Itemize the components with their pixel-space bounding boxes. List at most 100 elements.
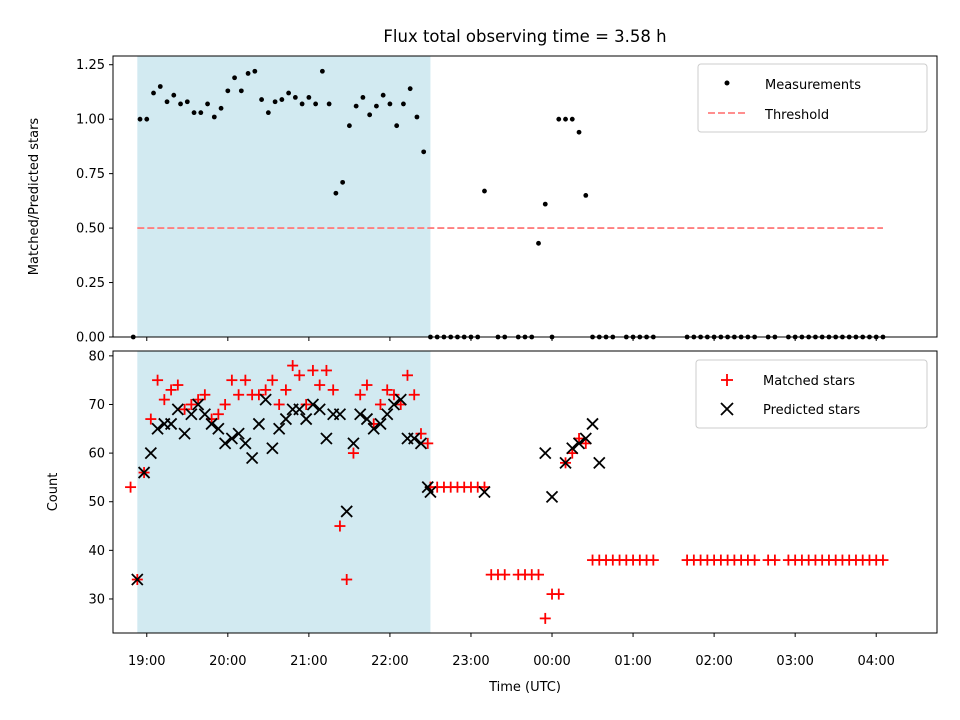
measurement-point <box>401 101 406 107</box>
measurement-point <box>374 103 379 109</box>
matched-point <box>199 389 211 401</box>
matched-point <box>320 364 332 376</box>
bottom-y-axis: 30 40 50 60 70 80 <box>88 349 113 607</box>
measurement-point <box>353 103 359 109</box>
predicted-point <box>212 422 225 435</box>
predicted-point <box>586 417 599 431</box>
predicted-point <box>313 403 326 416</box>
bottom-y-tick-label: 50 <box>88 495 105 510</box>
predicted-point <box>205 417 218 431</box>
matched-point <box>293 369 305 381</box>
matched-point <box>499 569 511 581</box>
measurement-point <box>380 92 386 98</box>
predicted-point <box>191 398 205 411</box>
matched-point <box>300 398 312 410</box>
matched-point <box>401 369 413 381</box>
top-legend: Measurements Threshold <box>697 63 928 133</box>
top-y-axis: 0.00 0.25 0.50 0.75 1.00 1.25 <box>76 58 113 346</box>
measurement-point <box>414 114 420 120</box>
matched-point <box>334 520 346 532</box>
top-y-tick-label: 0.25 <box>76 276 105 291</box>
bottom-y-tick-label: 70 <box>88 398 105 413</box>
measurement-point <box>326 101 332 107</box>
measurement-point <box>191 110 197 116</box>
predicted-point <box>347 437 360 450</box>
predicted-point <box>218 437 232 450</box>
bottom-legend: Matched stars Predicted stars <box>695 359 928 429</box>
measurement-point <box>299 101 305 107</box>
top-legend-box <box>697 63 928 133</box>
legend-predicted-label: Predicted stars <box>763 403 860 418</box>
matched-point <box>408 389 420 401</box>
predicted-point <box>252 417 266 431</box>
matched-point <box>415 428 427 440</box>
predicted-point <box>566 442 579 455</box>
bottom-shaded-interval <box>137 351 431 633</box>
predicted-point <box>408 432 421 445</box>
x-tick-label: 19:00 <box>128 654 165 669</box>
predicted-point <box>424 485 437 499</box>
predicted-point <box>387 398 401 411</box>
measurement-point <box>394 123 400 129</box>
legend-measurements-label: Measurements <box>765 78 861 93</box>
legend-measurements-marker <box>724 80 730 86</box>
x-axis-label: Time (UTC) <box>488 680 561 695</box>
measurement-point <box>144 116 150 122</box>
matched-point <box>273 398 285 410</box>
top-y-tick-label: 0.75 <box>76 167 105 182</box>
top-y-tick-label: 1.00 <box>76 113 105 128</box>
matched-point <box>314 379 326 391</box>
matched-point <box>327 384 339 396</box>
predicted-point <box>360 412 374 426</box>
measurement-point <box>178 101 183 107</box>
predicted-point <box>572 437 586 450</box>
measurement-point <box>583 193 589 198</box>
predicted-point <box>144 446 157 460</box>
measurement-point <box>319 68 325 74</box>
predicted-point <box>266 442 279 455</box>
predicted-point <box>245 451 259 465</box>
bottom-y-tick-label: 60 <box>88 447 105 462</box>
measurement-point <box>556 116 562 122</box>
measurement-point <box>164 99 170 105</box>
measurement-point <box>292 94 298 100</box>
matched-point <box>749 554 761 566</box>
x-tick-label: 23:00 <box>452 654 489 669</box>
bottom-y-axis-label: Count <box>46 473 61 512</box>
x-tick-label: 22:00 <box>371 654 408 669</box>
predicted-point <box>579 432 592 445</box>
matched-point <box>347 447 359 459</box>
matched-point <box>647 554 659 566</box>
matched-point <box>212 408 224 420</box>
measurement-point <box>576 129 582 135</box>
measurement-point <box>184 99 190 105</box>
matched-point <box>185 398 197 410</box>
measurement-point <box>286 90 292 96</box>
x-tick-label: 20:00 <box>209 654 246 669</box>
bottom-legend-box <box>695 359 928 429</box>
predicted-point <box>151 422 164 435</box>
measurement-point <box>157 84 163 89</box>
measurement-point <box>218 105 224 111</box>
matched-point <box>539 612 551 624</box>
bottom-y-tick-label: 30 <box>88 592 105 607</box>
predicted-point <box>478 485 491 499</box>
x-tick-label: 02:00 <box>695 654 732 669</box>
top-shaded-interval <box>137 56 431 337</box>
matched-point <box>381 384 393 396</box>
matched-point <box>219 398 231 410</box>
matched-point <box>125 481 137 493</box>
predicted-point <box>239 437 252 450</box>
measurement-point <box>279 97 285 102</box>
legend-threshold-label: Threshold <box>764 108 829 123</box>
legend-matched-label: Matched stars <box>763 374 855 389</box>
measurement-point <box>198 110 204 116</box>
predicted-point <box>232 427 245 440</box>
predicted-point <box>198 408 211 421</box>
measurement-point <box>225 88 231 94</box>
measurement-point <box>542 201 548 207</box>
x-tick-label: 04:00 <box>857 654 894 669</box>
predicted-point <box>178 427 191 440</box>
measurement-point <box>421 149 427 155</box>
